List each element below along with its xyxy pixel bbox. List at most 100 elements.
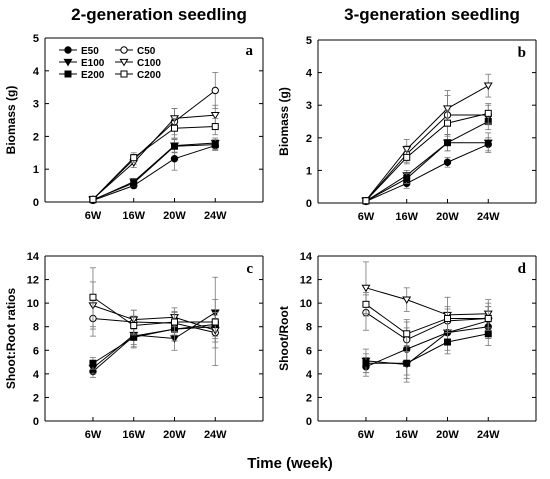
series-E50 [89,314,219,378]
series-line [365,326,489,368]
data-point [484,109,492,117]
x-tick-label: 16W [122,429,145,441]
data-point [403,153,411,161]
panel-a: 2-generation seedling 0 1 2 3 4 5 6W 16W 20W 24W Bi… [4,5,264,222]
y-tick-label: 8 [33,322,39,334]
series-C100 [361,261,493,334]
y-tick-label: 1 [33,164,39,176]
data-point [443,105,452,113]
data-point [170,124,178,132]
series-E200 [362,321,492,376]
panel-letter: c [246,261,253,277]
data-point [483,139,493,148]
y-tick-label: 4 [33,369,40,381]
data-point [403,330,411,338]
y-tick-label: 4 [306,68,313,80]
series-line [365,143,489,202]
series-E200 [89,312,219,370]
x-tick-label: 24W [477,429,500,441]
y-tick-label: 12 [300,275,312,287]
x-tick-label: 24W [204,429,227,441]
x-tick-label: 20W [436,429,459,441]
series-line [365,312,489,341]
y-tick-label: 3 [33,99,39,111]
series-line [365,287,489,316]
series-line [92,323,216,364]
data-point [361,284,371,293]
series-line [365,85,489,201]
data-point [89,293,97,301]
series-C200 [362,292,492,346]
data-point [443,158,452,166]
data-point [211,141,219,149]
data-point [443,119,451,127]
y-tick-label: 0 [33,197,39,209]
series-line [92,317,216,334]
legend-marker [64,70,72,78]
panel-title: 2-generation seedling [71,5,247,24]
y-tick-label: 14 [300,251,313,263]
x-tick-label: 6W [358,211,375,223]
data-point [402,296,412,304]
series-E200 [89,139,219,204]
data-point [483,82,493,91]
legend-marker [120,46,128,54]
series-C50 [362,294,492,352]
series-E50 [89,140,219,205]
panel-letter: d [518,261,527,277]
series-C100 [88,104,220,204]
data-point [484,314,492,322]
legend-marker [64,46,72,54]
series-line [92,296,216,327]
series-line [92,305,216,331]
data-point [170,142,178,150]
x-tick-label: 20W [163,429,186,441]
y-tick-label: 3 [306,100,312,112]
panel-letter: b [518,45,526,61]
series-line [365,320,489,365]
panel-title: 3-generation seedling [344,5,520,24]
series-line [365,333,489,364]
legend-label: C200 [137,70,161,81]
y-tick-label: 4 [306,369,313,381]
data-point [403,359,411,367]
data-point [210,111,220,120]
data-point [89,359,97,367]
data-point [443,314,451,322]
x-tick-label: 24W [477,211,500,223]
legend-marker [63,58,73,67]
y-tick-label: 0 [33,416,39,428]
data-point [211,123,219,131]
y-tick-label: 10 [300,298,312,310]
legend-marker [119,58,129,67]
series-line [92,126,216,200]
panel-d: 0 2 4 6 8 10 12 14 6W 16W 20W 24W Shoot/Root d [277,251,537,441]
data-point [130,322,138,330]
y-axis-title: Shoot/Root [277,306,291,371]
x-tick-label: 16W [395,429,418,441]
y-tick-label: 12 [27,275,39,287]
data-point [403,175,411,183]
series-E100 [361,132,493,206]
legend-label: E100 [81,58,105,69]
y-axis-title: Biomass (g) [277,87,291,156]
y-tick-label: 0 [306,198,312,210]
y-tick-label: 8 [306,322,312,334]
y-tick-label: 4 [33,66,40,78]
series-C200 [89,117,219,203]
y-tick-label: 2 [33,392,39,404]
panel-letter: a [246,43,254,59]
legend-marker [120,70,128,78]
data-point [362,359,370,367]
data-point [130,179,138,187]
series-C200 [89,267,219,336]
data-point [211,318,219,326]
series-line [92,145,216,201]
y-tick-label: 6 [33,345,39,357]
series-C50 [362,95,492,205]
series-line [365,114,489,202]
y-tick-label: 2 [306,392,312,404]
x-tick-label: 24W [204,210,227,222]
